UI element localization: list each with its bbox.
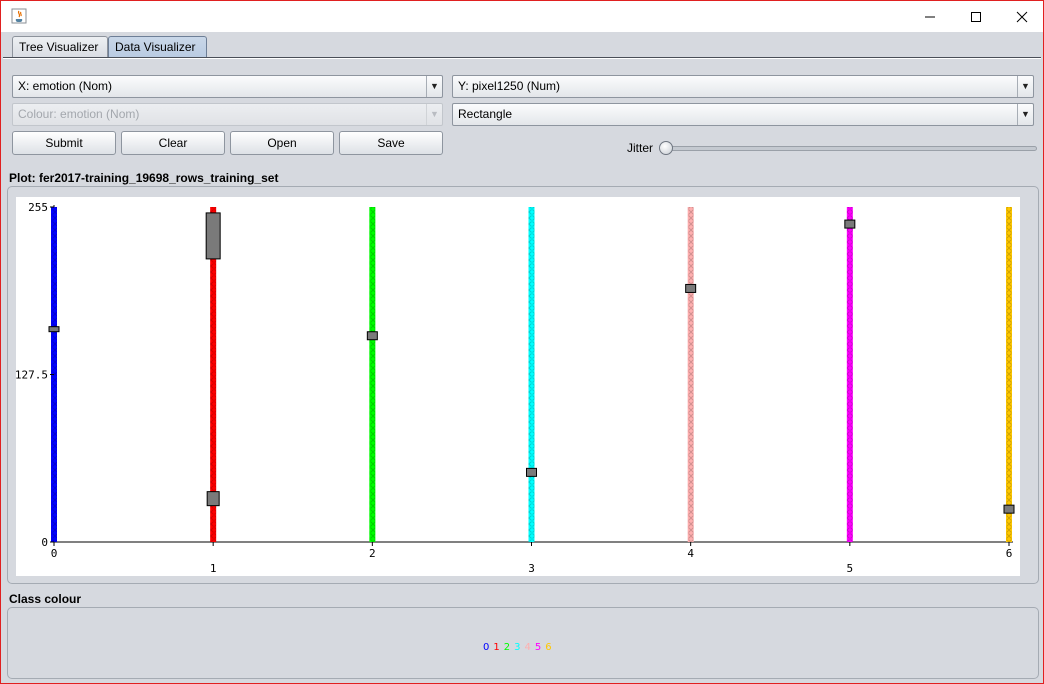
jitter-slider-thumb[interactable] [659,141,673,155]
legend-class-1: 1 [493,642,500,653]
java-icon [11,8,27,24]
series-1-point-marks [210,207,217,542]
x-tick-label: 6 [1006,547,1013,560]
y-tick-label: 0 [41,536,48,549]
series-1-rect-marker [205,212,221,260]
shape-select[interactable]: Rectangle ▼ [452,103,1034,126]
open-button[interactable]: Open [230,131,334,155]
chevron-down-icon: ▼ [426,104,442,125]
series-4-point-marks [687,207,694,542]
y-axis-select-value: Y: pixel1250 (Num) [458,79,561,93]
series-4-rect-marker [685,283,697,293]
y-tick-label: 127.5 [16,369,48,382]
x-tick-label: 0 [51,547,58,560]
title-bar [1,1,1043,32]
series-2-rect-marker [366,331,378,341]
jitter-label: Jitter [627,141,654,155]
plot-title: Plot: fer2017-training_19698_rows_traini… [9,171,279,185]
tab-tree-visualizer[interactable]: Tree Visualizer [12,36,108,58]
chevron-down-icon: ▼ [426,76,442,97]
x-tick-label: 3 [528,562,535,575]
scatter-plot: 0 127.5 255 0 1 2 3 4 5 6 [15,201,1015,575]
x-tick-label: 1 [210,562,217,575]
series-5-point-marks [846,207,853,542]
series-3-rect-marker [526,467,537,477]
legend-class-0: 0 [483,642,490,653]
x-axis-select[interactable]: X: emotion (Nom) ▼ [12,75,443,98]
class-colour-panel [7,607,1039,679]
series-2-point-marks [369,207,376,542]
clear-button[interactable]: Clear [121,131,225,155]
legend-class-4: 4 [524,642,531,653]
x-axis-select-value: X: emotion (Nom) [18,79,113,93]
x-tick-label: 2 [369,547,376,560]
minimize-icon [925,16,935,17]
tab-divider [3,57,1041,59]
colour-select-value: Colour: emotion (Nom) [18,107,140,121]
y-tick-label: 255 [28,201,48,214]
maximize-button[interactable] [953,1,999,32]
chevron-down-icon: ▼ [1017,104,1033,125]
shape-select-value: Rectangle [458,107,513,121]
colour-select: Colour: emotion (Nom) ▼ [12,103,443,126]
legend-class-2: 2 [503,642,511,653]
tab-data-visualizer[interactable]: Data Visualizer [108,36,207,58]
legend-class-6: 6 [545,642,552,653]
series-0-rect-marker [48,326,60,333]
y-axis-select[interactable]: Y: pixel1250 (Num) ▼ [452,75,1034,98]
chevron-down-icon: ▼ [1017,76,1033,97]
minimize-button[interactable] [907,1,953,32]
series-6-rect-marker [1003,504,1015,514]
series-6-point-marks [1006,207,1012,542]
class-colour-title: Class colour [9,592,82,606]
jitter-slider[interactable] [663,146,1037,151]
series-3-point-marks [528,207,535,542]
close-icon [1016,11,1028,22]
legend-class-3: 3 [514,642,521,653]
series-5-rect-marker [844,219,856,229]
plot-area[interactable]: 0 127.5 255 0 1 2 3 4 5 6 [15,197,1020,576]
x-tick-label: 4 [687,547,694,560]
close-button[interactable] [999,1,1044,32]
save-button[interactable]: Save [339,131,443,155]
series-1-rect-marker [206,491,220,507]
x-tick-label: 5 [847,562,854,575]
submit-button[interactable]: Submit [12,131,116,155]
legend-class-5: 5 [534,642,542,653]
maximize-icon [971,11,981,22]
